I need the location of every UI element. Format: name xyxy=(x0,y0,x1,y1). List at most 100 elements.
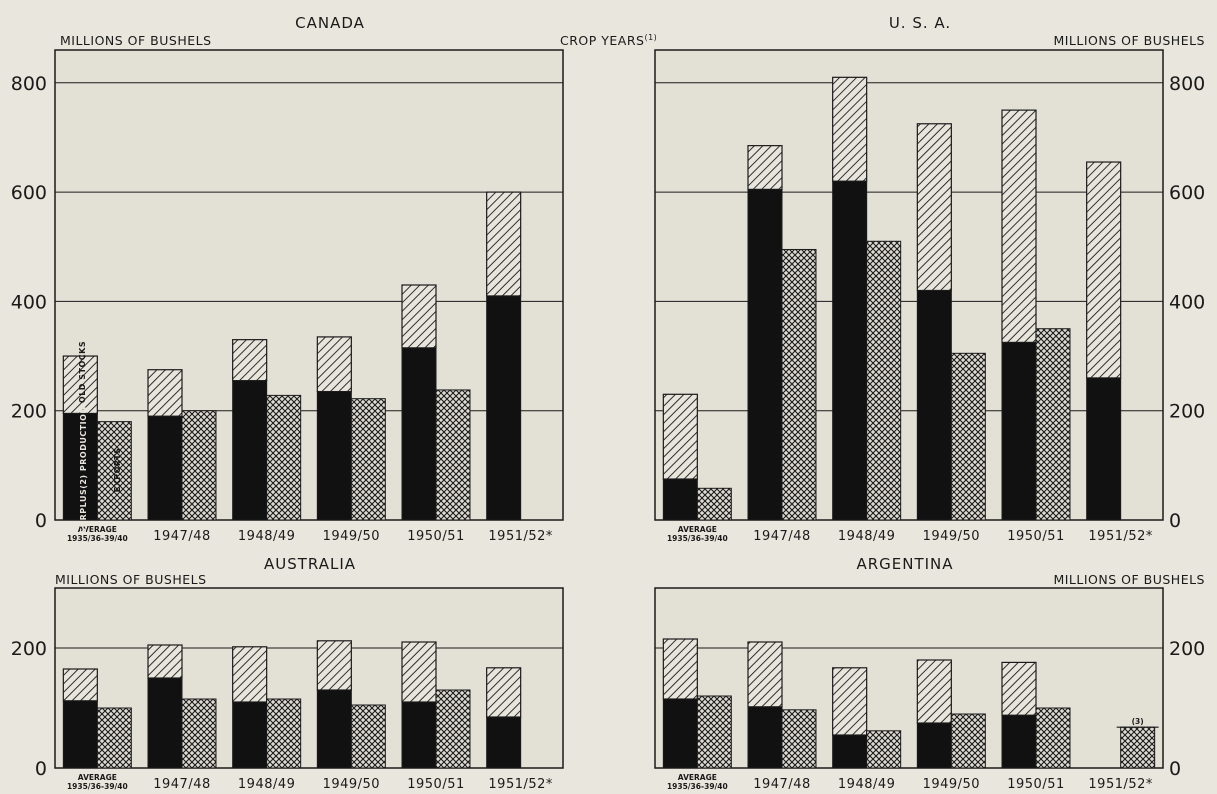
bar-old-stocks xyxy=(62,668,98,702)
bar-surplus-production xyxy=(1086,377,1122,521)
bar-old-stocks xyxy=(147,369,183,417)
x-tick-label: 1935/36-39/40 xyxy=(667,782,728,791)
bar-old-stocks xyxy=(316,640,352,691)
bar-exports xyxy=(1035,707,1071,769)
legend-exports-label: EXPORTS xyxy=(113,448,122,493)
x-tick-label: AVERAGE xyxy=(678,773,717,782)
bar-surplus-production xyxy=(316,391,352,521)
plot-frame xyxy=(54,587,564,769)
x-tick-label: 1947/48 xyxy=(753,777,811,792)
bar-old-stocks xyxy=(62,355,98,415)
bar-exports xyxy=(950,713,986,769)
bar-surplus-production xyxy=(747,706,783,769)
x-tick-label: 1948/49 xyxy=(838,529,896,544)
x-tick-label: 1949/50 xyxy=(923,777,981,792)
chart-panels: CANADA MILLIONS OF BUSHELS 0 200 400 600 800 AV… xyxy=(11,14,1206,792)
y-tick-label: 0 xyxy=(35,758,47,780)
bar-old-stocks xyxy=(916,659,952,724)
y-tick-label: 800 xyxy=(1169,73,1205,95)
bar-surplus-production xyxy=(662,698,698,769)
x-tick-label: 1949/50 xyxy=(323,529,381,544)
crop-years-label: CROP YEARS(1) xyxy=(560,33,657,48)
y-tick-label: 600 xyxy=(11,182,47,204)
bar-exports xyxy=(435,689,471,769)
bar-old-stocks xyxy=(147,644,183,679)
chart-title: U. S. A. xyxy=(889,14,951,32)
x-tick-label: 1935/36-39/40 xyxy=(67,534,128,543)
bar-old-stocks xyxy=(1001,661,1037,716)
legend-in-bar: OLD STOCKS SURPLUS(2) PRODUCTION EXPORTS xyxy=(78,341,122,534)
crop-years-footnote: (1) xyxy=(644,33,657,42)
x-tick-label: 1948/49 xyxy=(238,529,296,544)
x-tick-label: 1949/50 xyxy=(923,529,981,544)
bar-surplus-production xyxy=(662,478,698,521)
bar-surplus-production xyxy=(401,347,437,521)
y-tick-label: 400 xyxy=(1169,291,1205,313)
panel-canada: CANADA MILLIONS OF BUSHELS 0 200 400 600 800 AV… xyxy=(11,14,564,544)
y-axis-unit-label: MILLIONS OF BUSHELS xyxy=(1053,33,1205,48)
y-tick-label: 600 xyxy=(1169,182,1205,204)
y-axis-unit-label: MILLIONS OF BUSHELS xyxy=(1053,572,1205,587)
bar-exports xyxy=(781,709,817,769)
bar-exports xyxy=(950,352,986,521)
bar-old-stocks xyxy=(916,123,952,292)
bar-old-stocks xyxy=(747,145,783,190)
bar-surplus-production xyxy=(486,295,522,521)
bar-old-stocks xyxy=(1001,109,1037,343)
bar-exports xyxy=(435,389,471,521)
bar-exports xyxy=(266,394,302,521)
bar-exports xyxy=(1120,726,1156,769)
y-tick-label: 0 xyxy=(35,510,47,532)
bar-old-stocks xyxy=(401,641,437,703)
x-tick-label: 1951/52* xyxy=(488,529,553,544)
bar-old-stocks xyxy=(486,191,522,297)
bar-surplus-production xyxy=(316,689,352,769)
bar-exports xyxy=(266,698,302,769)
y-tick-label: 800 xyxy=(11,73,47,95)
x-tick-label: 1947/48 xyxy=(153,777,211,792)
bar-surplus-production xyxy=(401,701,437,769)
bar-surplus-production xyxy=(747,188,783,521)
bar-old-stocks xyxy=(486,667,522,718)
bar-old-stocks xyxy=(832,667,868,736)
bar-old-stocks xyxy=(1086,161,1122,379)
bar-surplus-production xyxy=(832,734,868,769)
bar-exports xyxy=(696,695,732,769)
bar-surplus-production xyxy=(232,701,268,769)
bar-surplus-production xyxy=(62,700,98,769)
plot-frame xyxy=(654,49,1164,521)
panel-u-s-a: U. S. A. MILLIONS OF BUSHELS 0 200 400 600 800… xyxy=(654,14,1205,544)
bar-exports xyxy=(866,730,902,769)
bar-surplus-production xyxy=(916,289,952,521)
x-tick-label: 1935/36-39/40 xyxy=(67,782,128,791)
bar-surplus-production xyxy=(147,677,183,769)
bar-old-stocks xyxy=(316,336,352,393)
x-tick-label: 1947/48 xyxy=(753,529,811,544)
x-tick-label: 1948/49 xyxy=(238,777,296,792)
bar-surplus-production xyxy=(1001,714,1037,769)
x-tick-label: AVERAGE xyxy=(78,525,117,534)
bar-exports xyxy=(696,487,732,521)
bar-surplus-production xyxy=(1001,341,1037,521)
x-tick-label: 1951/52* xyxy=(1088,529,1153,544)
y-tick-label: 200 xyxy=(1169,638,1205,660)
bar-surplus-production xyxy=(832,180,868,521)
bar-old-stocks xyxy=(662,638,698,700)
x-tick-label: 1950/51 xyxy=(1007,529,1065,544)
bar-old-stocks xyxy=(662,393,698,480)
bar-exports xyxy=(1035,328,1071,521)
y-tick-label: 400 xyxy=(11,291,47,313)
bar-surplus-production xyxy=(486,716,522,769)
x-tick-label: 1951/52* xyxy=(1088,777,1153,792)
y-tick-label: 200 xyxy=(1169,401,1205,423)
chart-title: AUSTRALIA xyxy=(264,555,356,573)
bar-old-stocks xyxy=(832,76,868,182)
bar-surplus-production xyxy=(916,722,952,769)
x-tick-label: 1950/51 xyxy=(407,777,465,792)
bar-surplus-production xyxy=(62,412,98,521)
x-tick-label: 1950/51 xyxy=(1007,777,1065,792)
plot-frame xyxy=(54,49,564,521)
y-tick-label: 200 xyxy=(11,638,47,660)
x-tick-label: 1947/48 xyxy=(153,529,211,544)
